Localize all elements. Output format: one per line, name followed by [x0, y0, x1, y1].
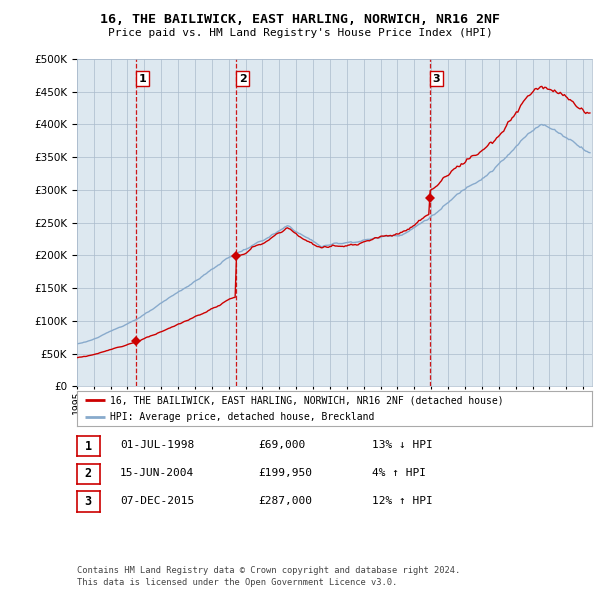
Text: HPI: Average price, detached house, Breckland: HPI: Average price, detached house, Brec…: [110, 412, 374, 422]
Text: 16, THE BAILIWICK, EAST HARLING, NORWICH, NR16 2NF (detached house): 16, THE BAILIWICK, EAST HARLING, NORWICH…: [110, 395, 504, 405]
Text: 4% ↑ HPI: 4% ↑ HPI: [372, 468, 426, 478]
Text: £287,000: £287,000: [258, 496, 312, 506]
Text: Price paid vs. HM Land Registry's House Price Index (HPI): Price paid vs. HM Land Registry's House …: [107, 28, 493, 38]
Text: 13% ↓ HPI: 13% ↓ HPI: [372, 441, 433, 450]
Text: 16, THE BAILIWICK, EAST HARLING, NORWICH, NR16 2NF: 16, THE BAILIWICK, EAST HARLING, NORWICH…: [100, 13, 500, 26]
Text: 1: 1: [139, 74, 146, 84]
Text: 3: 3: [85, 495, 92, 508]
Text: £69,000: £69,000: [258, 441, 305, 450]
Text: 2: 2: [239, 74, 247, 84]
Text: 07-DEC-2015: 07-DEC-2015: [120, 496, 194, 506]
Text: 01-JUL-1998: 01-JUL-1998: [120, 441, 194, 450]
Text: 2: 2: [85, 467, 92, 480]
Text: 1: 1: [85, 440, 92, 453]
Text: 12% ↑ HPI: 12% ↑ HPI: [372, 496, 433, 506]
Text: £199,950: £199,950: [258, 468, 312, 478]
Text: 15-JUN-2004: 15-JUN-2004: [120, 468, 194, 478]
Text: Contains HM Land Registry data © Crown copyright and database right 2024.
This d: Contains HM Land Registry data © Crown c…: [77, 566, 460, 587]
Text: 3: 3: [433, 74, 440, 84]
